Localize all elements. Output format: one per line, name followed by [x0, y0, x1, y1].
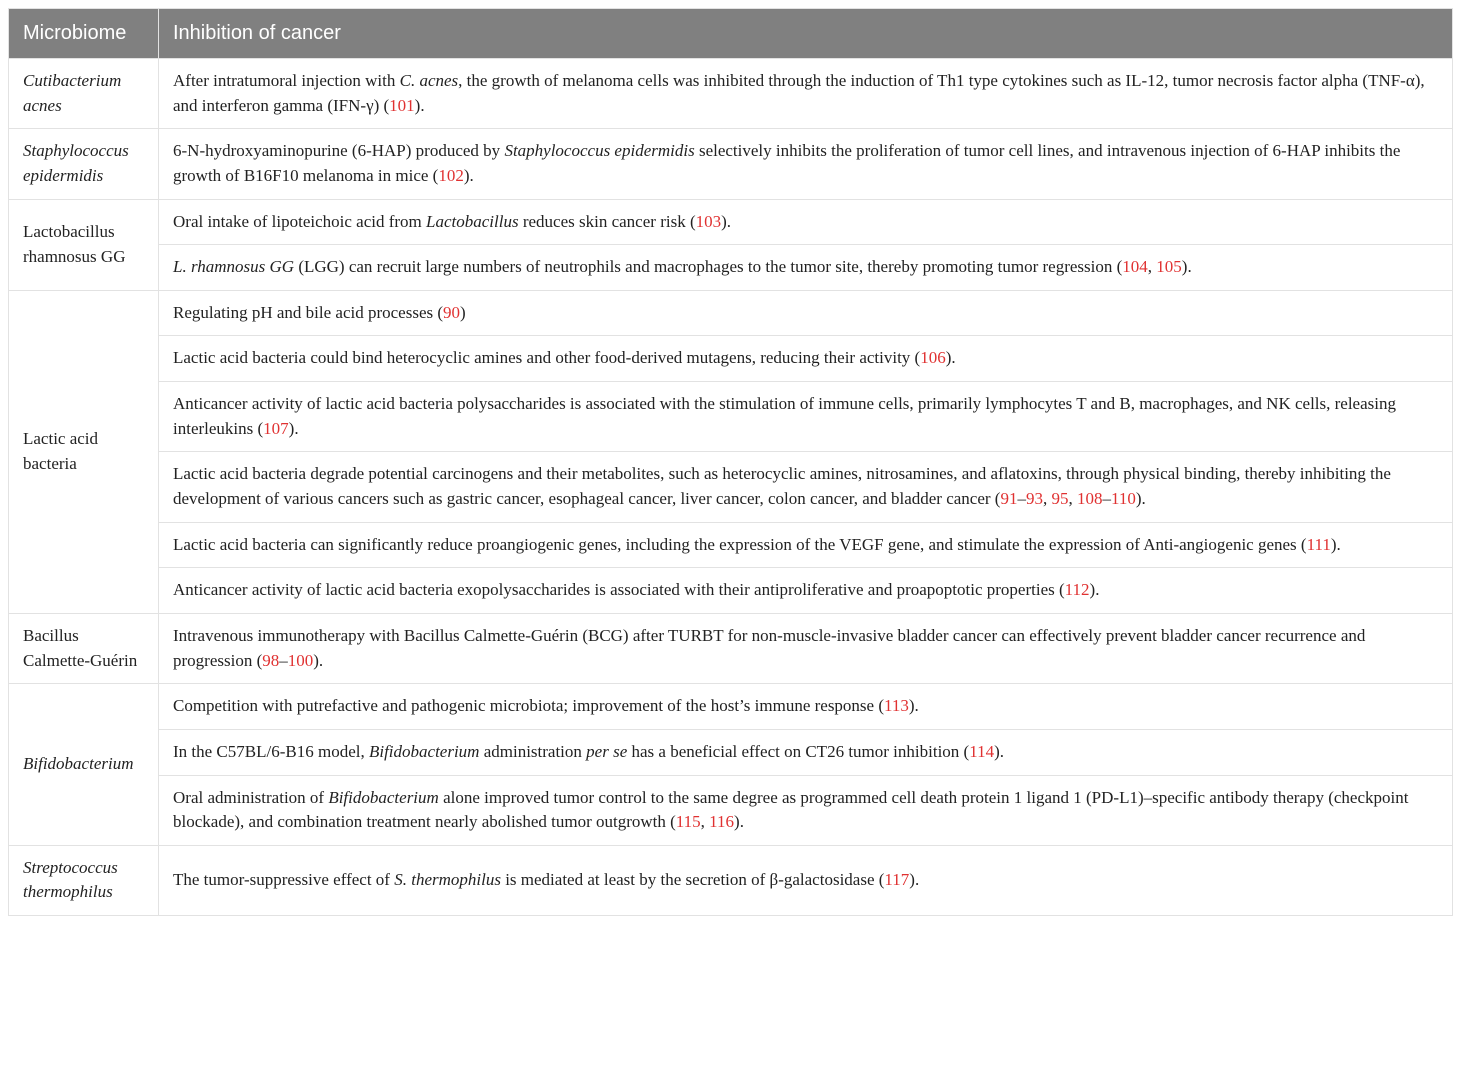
microbiome-cell: Streptococcus thermophilus — [9, 845, 159, 915]
table-row: L. rhamnosus GG (LGG) can recruit large … — [9, 245, 1453, 291]
microbiome-cell: Lactic acid bacteria — [9, 290, 159, 613]
table-row: Lactic acid bacteriaRegulating pH and bi… — [9, 290, 1453, 336]
inhibition-cell: Competition with putrefactive and pathog… — [159, 684, 1453, 730]
table-row: Streptococcus thermophilus The tumor-supp… — [9, 845, 1453, 915]
microbiome-name: Bifidobacterium — [23, 754, 133, 773]
table-row: Lactic acid bacteria degrade potential c… — [9, 452, 1453, 522]
microbiome-cell: Staphylococcus epidermidis — [9, 129, 159, 199]
inhibition-cell: L. rhamnosus GG (LGG) can recruit large … — [159, 245, 1453, 291]
microbiome-name: Lactic acid bacteria — [23, 429, 98, 473]
table-row: BifidobacteriumCompetition with putrefac… — [9, 684, 1453, 730]
table-body: Cutibacterium acnes After intratumoral in… — [9, 59, 1453, 916]
inhibition-cell: After intratumoral injection with C. acn… — [159, 59, 1453, 129]
microbiome-name: Lactobacillus rhamnosus GG — [23, 222, 125, 266]
table-row: Anticancer activity of lactic acid bacte… — [9, 568, 1453, 614]
microbiome-name: Cutibacterium acnes — [23, 71, 121, 115]
table-row: Lactobacillus rhamnosus GGOral intake of… — [9, 199, 1453, 245]
microbiome-cell: Cutibacterium acnes — [9, 59, 159, 129]
inhibition-cell: Lactic acid bacteria could bind heterocy… — [159, 336, 1453, 382]
table-row: Lactic acid bacteria could bind heterocy… — [9, 336, 1453, 382]
inhibition-cell: Regulating pH and bile acid processes (9… — [159, 290, 1453, 336]
header-inhibition: Inhibition of cancer — [159, 9, 1453, 59]
table-header-row: Microbiome Inhibition of cancer — [9, 9, 1453, 59]
microbiome-cell: Bifidobacterium — [9, 684, 159, 846]
inhibition-cell: Oral administration of Bifidobacterium a… — [159, 775, 1453, 845]
inhibition-cell: Intravenous immunotherapy with Bacillus … — [159, 613, 1453, 683]
table-row: Anticancer activity of lactic acid bacte… — [9, 382, 1453, 452]
microbiome-name: Bacillus Calmette-Guérin — [23, 626, 137, 670]
inhibition-cell: Lactic acid bacteria degrade potential c… — [159, 452, 1453, 522]
microbiome-cell: Lactobacillus rhamnosus GG — [9, 199, 159, 290]
table-row: Oral administration of Bifidobacterium a… — [9, 775, 1453, 845]
inhibition-cell: Oral intake of lipoteichoic acid from La… — [159, 199, 1453, 245]
microbiome-name: Streptococcus thermophilus — [23, 858, 118, 902]
microbiome-name: Staphylococcus epidermidis — [23, 141, 129, 185]
table-row: Cutibacterium acnes After intratumoral in… — [9, 59, 1453, 129]
inhibition-cell: In the C57BL/6-B16 model, Bifidobacteriu… — [159, 729, 1453, 775]
inhibition-cell: Anticancer activity of lactic acid bacte… — [159, 382, 1453, 452]
inhibition-cell: Lactic acid bacteria can significantly r… — [159, 522, 1453, 568]
inhibition-cell: Anticancer activity of lactic acid bacte… — [159, 568, 1453, 614]
inhibition-cell: 6-N-hydroxyaminopurine (6-HAP) produced … — [159, 129, 1453, 199]
table-row: Lactic acid bacteria can significantly r… — [9, 522, 1453, 568]
table-row: In the C57BL/6-B16 model, Bifidobacteriu… — [9, 729, 1453, 775]
table-row: Bacillus Calmette-Guérin Intravenous immu… — [9, 613, 1453, 683]
table-row: Staphylococcus epidermidis 6-N-hydroxyami… — [9, 129, 1453, 199]
header-microbiome: Microbiome — [9, 9, 159, 59]
microbiome-table: Microbiome Inhibition of cancer Cutibact… — [8, 8, 1453, 916]
microbiome-cell: Bacillus Calmette-Guérin — [9, 613, 159, 683]
inhibition-cell: The tumor-suppressive effect of S. therm… — [159, 845, 1453, 915]
